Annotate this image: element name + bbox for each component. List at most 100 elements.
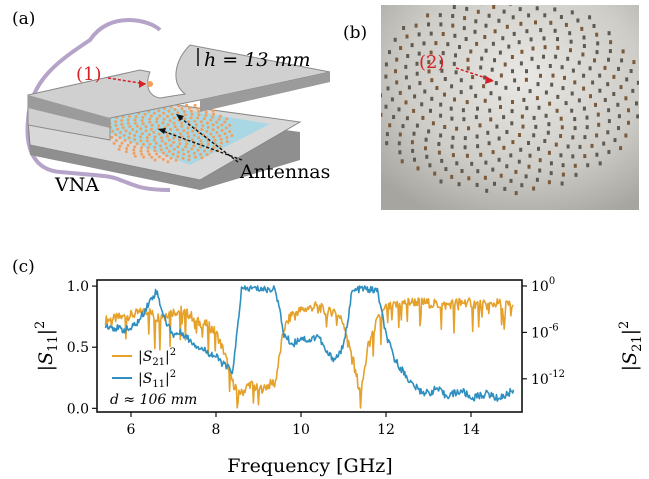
y-axis-right: 10-12 10-6 100 <box>522 276 565 388</box>
probe-antenna <box>147 81 153 87</box>
photo-antenna <box>619 146 623 151</box>
antenna-element <box>197 113 201 117</box>
photo-antenna <box>498 0 501 1</box>
photo-antenna <box>596 41 600 46</box>
antenna-element <box>128 131 132 135</box>
photo-antenna <box>398 132 402 137</box>
photo-antenna <box>439 60 443 65</box>
photo-antenna <box>524 77 528 82</box>
antenna-element <box>167 138 171 142</box>
photo-antenna <box>616 102 620 107</box>
photo-antenna <box>418 81 422 86</box>
photo-antenna <box>444 167 448 172</box>
photo-antenna <box>520 114 524 119</box>
antenna-element <box>180 107 184 110</box>
antenna-element <box>118 131 122 134</box>
photo-antenna <box>457 182 461 187</box>
marker-2: (2) <box>419 52 445 73</box>
antenna-element <box>153 158 157 162</box>
photo-antenna <box>520 183 524 188</box>
antenna-element <box>122 133 126 137</box>
antenna-element <box>186 150 190 154</box>
antenna-element <box>193 155 197 159</box>
antenna-element <box>225 140 229 144</box>
photo-antenna <box>470 161 474 166</box>
antenna-element <box>211 109 215 113</box>
photo-antenna <box>392 115 396 119</box>
antenna-element <box>209 149 213 153</box>
photo-antenna <box>410 140 414 145</box>
series-s11-line <box>104 285 515 402</box>
photo-antenna <box>511 15 515 20</box>
photo-antenna <box>642 94 645 98</box>
photo-antenna <box>570 10 574 15</box>
photo-antenna <box>577 98 581 103</box>
photo-antenna <box>489 117 493 122</box>
photo-antenna <box>583 135 587 140</box>
photo-antenna <box>598 88 602 93</box>
antenna-element <box>140 132 144 136</box>
antenna-element <box>178 142 182 146</box>
antenna-element <box>148 117 152 121</box>
antenna-element <box>162 117 166 121</box>
antenna-element <box>118 144 122 148</box>
antenna-element <box>120 141 124 145</box>
antenna-element <box>190 147 194 151</box>
x-tick-label: 8 <box>212 422 221 438</box>
photo-antenna <box>413 157 416 162</box>
photo-antenna <box>576 18 580 23</box>
photo-antenna <box>509 178 513 183</box>
photo-antenna <box>582 35 586 40</box>
y-left-tick-label: 1.0 <box>67 279 89 295</box>
photo-antenna <box>525 29 529 34</box>
photo-antenna <box>373 101 376 105</box>
antenna-element <box>193 103 197 107</box>
photo-antenna <box>467 176 471 181</box>
antenna-element <box>183 117 187 121</box>
photo-antenna <box>368 88 371 92</box>
antenna-element <box>153 145 157 149</box>
antenna-element <box>177 150 181 154</box>
photo-antenna <box>543 45 547 50</box>
photo-antenna <box>397 107 401 112</box>
antenna-element <box>117 147 121 151</box>
photo-antenna <box>513 78 517 83</box>
photo-antenna <box>441 51 445 56</box>
antenna-element <box>133 138 137 142</box>
photo-antenna <box>499 73 503 78</box>
photo-antenna <box>384 74 388 79</box>
photo-antenna <box>420 102 424 107</box>
y-left-tick-label: 0.5 <box>67 340 89 356</box>
photo-antenna <box>407 85 411 90</box>
photo-antenna <box>423 89 427 94</box>
photo-antenna <box>527 0 530 4</box>
photo-antenna <box>401 124 405 129</box>
photo-antenna <box>490 67 494 72</box>
antenna-element <box>152 130 156 134</box>
photo-antenna <box>560 65 564 70</box>
x-axis-label: Frequency [GHz] <box>227 455 392 477</box>
legend-s11-label: |S11|2 <box>138 369 176 390</box>
photo-antenna <box>478 123 482 128</box>
photo-antenna <box>466 57 470 62</box>
photo-antenna <box>502 9 506 14</box>
antenna-element <box>139 139 143 143</box>
photo-antenna <box>439 179 443 184</box>
photo-antenna <box>573 80 577 85</box>
antenna-element <box>223 132 227 136</box>
photo-antenna <box>465 6 469 11</box>
photo-antenna <box>544 113 548 118</box>
photo-antenna <box>571 135 575 140</box>
photo-antenna <box>474 19 478 24</box>
photo-antenna <box>585 115 589 120</box>
photo-antenna <box>412 131 416 136</box>
photo-antenna <box>582 44 586 48</box>
photo-antenna <box>427 22 430 27</box>
photo-antenna <box>398 90 402 95</box>
photo-antenna <box>522 97 526 102</box>
photo-antenna <box>390 97 394 102</box>
antennas-label: Antennas <box>239 161 330 183</box>
antenna-element <box>187 158 191 162</box>
antenna-element <box>167 109 171 113</box>
y-right-tick-label: 10-6 <box>531 322 559 341</box>
